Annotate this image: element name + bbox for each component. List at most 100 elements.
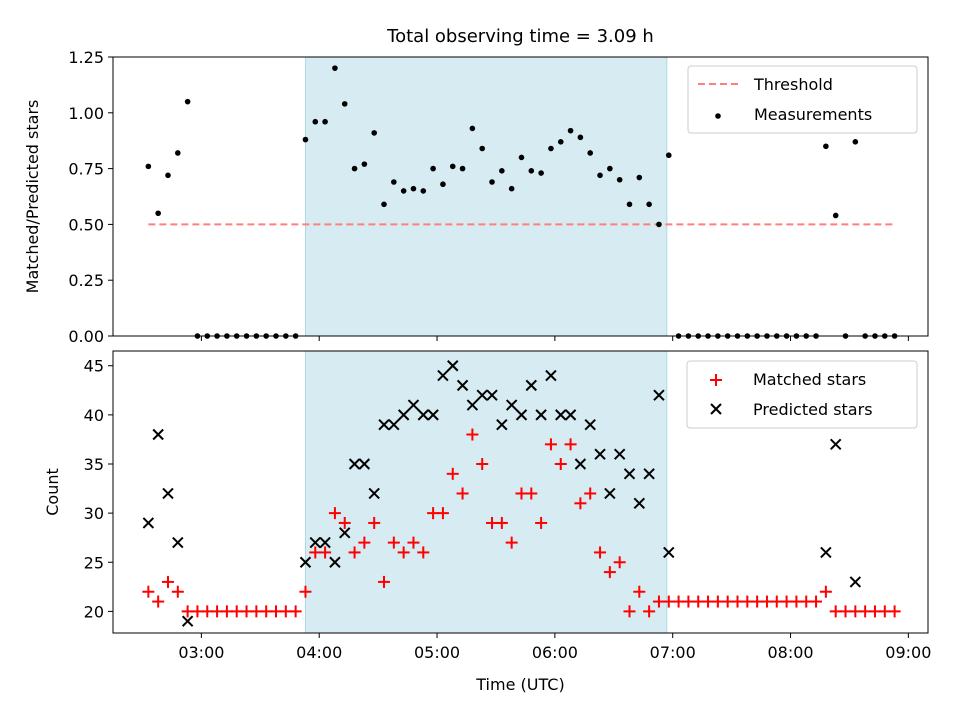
predicted-star-marker — [319, 536, 331, 549]
predicted-stars-series — [142, 360, 862, 627]
matched-star-marker — [348, 546, 361, 559]
predicted-star-marker — [643, 468, 655, 480]
bottom-xtick-label: 04:00 — [296, 643, 342, 662]
measurement-point — [459, 165, 466, 172]
measurement-point — [548, 145, 554, 152]
matched-star-marker — [397, 546, 410, 559]
legend-matched-swatch — [710, 374, 722, 386]
bottom-panel: 20 25 30 35 40 45 03:00 04:00 05:00 06:00 07:00 08… — [43, 350, 931, 694]
matched-star-marker — [594, 546, 607, 559]
predicted-star-marker — [613, 448, 626, 460]
predicted-star-marker — [329, 556, 341, 568]
matched-star-marker — [456, 487, 469, 500]
matched-star-marker — [574, 497, 587, 510]
measurement-point — [665, 152, 672, 159]
top-plot-frame — [112, 56, 929, 337]
measurement-point — [508, 185, 515, 192]
top-y-axis: 0.00 0.25 0.50 0.75 1.00 1.25 — [68, 48, 113, 346]
predicted-star-marker — [299, 556, 312, 568]
measurement-point — [155, 210, 161, 217]
measurement-point — [577, 134, 584, 141]
measurement-point — [626, 201, 633, 208]
predicted-star-marker — [564, 409, 577, 421]
chart-title: Total observing time = 3.09 h — [386, 26, 654, 47]
measurement-point — [184, 98, 191, 105]
matched-star-marker — [446, 467, 459, 480]
predicted-star-marker — [142, 517, 155, 529]
predicted-star-marker — [407, 399, 420, 411]
measurement-point — [165, 172, 171, 179]
measurement-point — [823, 143, 829, 150]
bottom-legend: Matched stars Predicted stars — [686, 360, 918, 429]
predicted-star-marker — [348, 458, 361, 470]
top-ytick-label: 0.00 — [68, 327, 104, 346]
predicted-star-marker — [653, 389, 665, 401]
matched-star-marker — [810, 595, 823, 608]
predicted-star-marker — [594, 448, 606, 460]
measurement-point — [538, 170, 544, 176]
matched-stars-series — [142, 428, 901, 618]
measurement-point — [302, 136, 309, 143]
bottom-xtick-label: 06:00 — [532, 643, 578, 662]
measurement-point — [636, 174, 643, 181]
matched-star-marker — [888, 605, 901, 618]
predicted-star-marker — [584, 418, 596, 431]
predicted-star-marker — [181, 615, 194, 627]
matched-star-marker — [171, 585, 184, 598]
bottom-y-axis: 20 25 30 35 40 45 — [84, 357, 113, 621]
predicted-star-marker — [604, 487, 616, 500]
predicted-star-marker — [397, 409, 410, 421]
measurement-point — [430, 165, 436, 172]
predicted-star-marker — [456, 379, 469, 392]
matched-star-marker — [338, 516, 351, 529]
predicted-star-marker — [152, 428, 164, 441]
measurement-point — [832, 212, 839, 219]
matched-star-marker — [603, 566, 616, 579]
predicted-star-marker — [505, 399, 518, 411]
bottom-legend-box — [686, 360, 918, 429]
predicted-star-marker — [663, 546, 675, 559]
bottom-ytick-label: 30 — [84, 504, 104, 523]
measurement-point — [587, 150, 594, 156]
top-shaded-interval — [304, 56, 668, 337]
measurement-point — [440, 181, 446, 188]
predicted-star-marker — [574, 458, 587, 470]
matched-star-marker — [368, 516, 381, 529]
matched-star-marker — [544, 438, 557, 451]
bottom-xtick-label: 09:00 — [885, 643, 931, 662]
predicted-star-marker — [535, 409, 547, 421]
predicted-star-marker — [466, 399, 479, 411]
predicted-star-marker — [849, 576, 862, 588]
top-x-axis — [200, 336, 909, 341]
predicted-star-marker — [525, 379, 538, 392]
bottom-xtick-label: 07:00 — [650, 643, 696, 662]
measurement-point — [597, 172, 603, 179]
predicted-star-marker — [496, 418, 508, 431]
measurement-point — [646, 201, 652, 208]
bottom-x-axis: 03:00 04:00 05:00 06:00 07:00 08:00 09:00 — [178, 633, 931, 662]
measurement-point — [420, 188, 427, 194]
predicted-star-marker — [623, 468, 636, 480]
matched-star-marker — [643, 605, 656, 618]
measurement-point — [371, 130, 377, 136]
predicted-star-marker — [427, 409, 439, 421]
legend-measurements-label: Measurements — [754, 105, 872, 124]
predicted-star-marker — [339, 527, 351, 539]
bottom-plot-frame — [112, 350, 929, 634]
predicted-star-marker — [378, 418, 390, 431]
measurement-point — [391, 179, 397, 185]
predicted-star-marker — [829, 438, 842, 451]
measurement-point — [479, 145, 486, 152]
legend-threshold-label: Threshold — [753, 75, 833, 94]
top-y-axis-label: Matched/Predicted stars — [23, 100, 42, 294]
matched-star-marker — [476, 457, 489, 470]
measurement-point — [557, 139, 564, 145]
measurement-point — [361, 161, 368, 167]
predicted-star-marker — [820, 546, 832, 559]
measurement-point — [449, 163, 456, 170]
measurement-point — [616, 176, 623, 183]
measurement-point — [499, 168, 505, 174]
predicted-star-marker — [172, 536, 184, 549]
top-ytick-label: 0.50 — [68, 215, 104, 234]
